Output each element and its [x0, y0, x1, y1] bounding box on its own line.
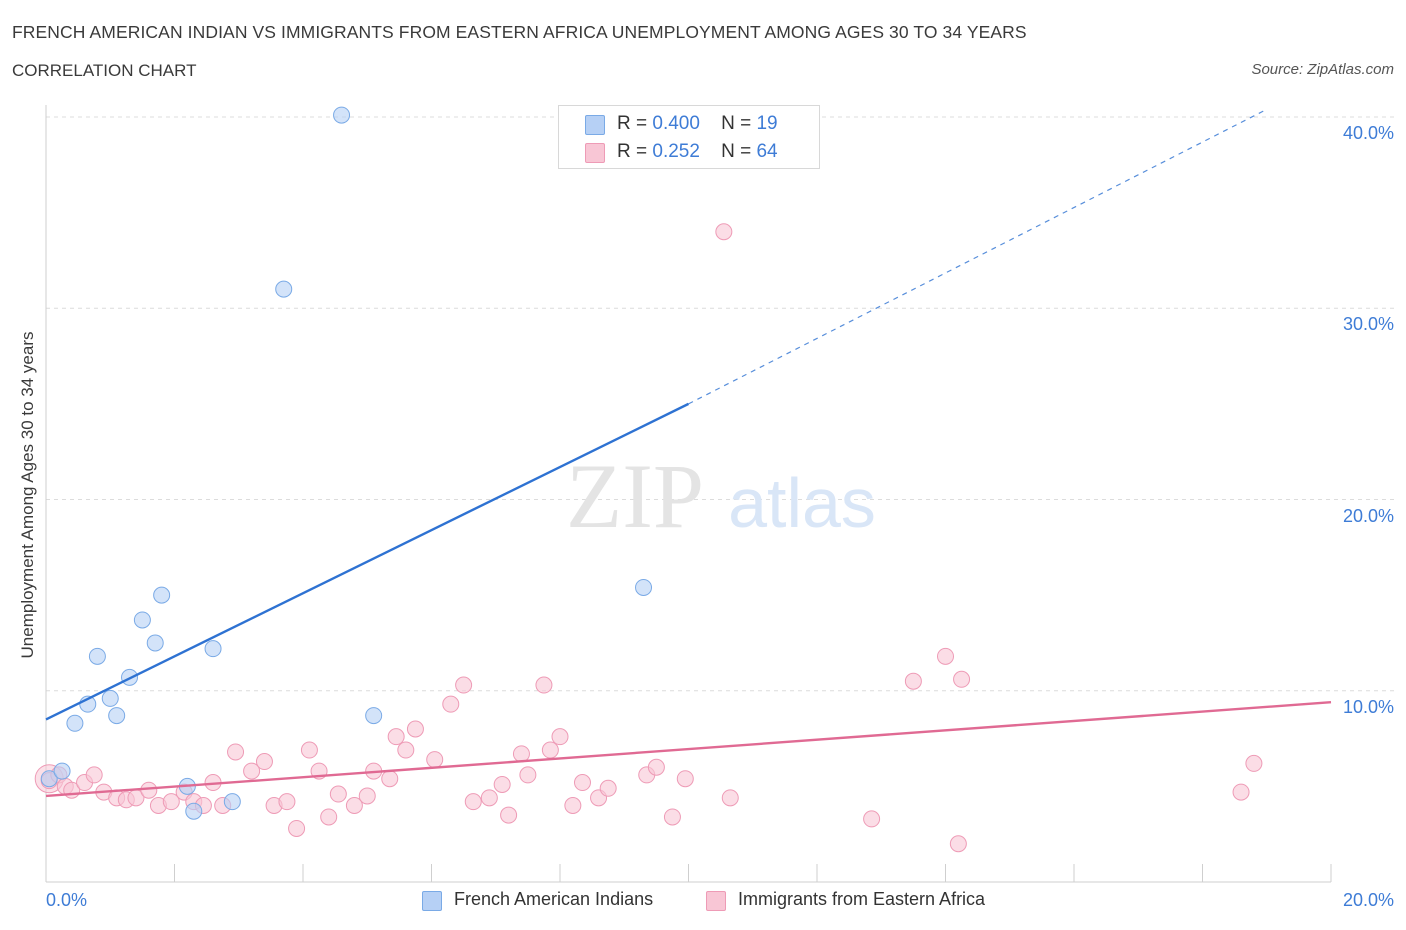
r-label: R =	[617, 113, 648, 134]
legend-swatch-blue	[422, 891, 442, 911]
data-point	[599, 779, 617, 797]
n-label: N =	[721, 141, 752, 162]
data-point	[519, 766, 537, 784]
chart-title: FRENCH AMERICAN INDIAN VS IMMIGRANTS FRO…	[12, 22, 1027, 42]
n-label: N =	[721, 113, 752, 134]
axes	[45, 105, 1332, 883]
data-point	[223, 793, 241, 811]
grid-lines	[46, 116, 1394, 692]
data-point	[278, 793, 296, 811]
data-point	[953, 670, 971, 688]
data-point	[320, 808, 338, 826]
data-point	[365, 707, 383, 725]
data-point	[66, 714, 84, 732]
data-point	[904, 672, 922, 690]
watermark: ZIP atlas	[566, 445, 876, 547]
data-point	[663, 808, 681, 826]
data-point	[863, 810, 881, 828]
data-point	[721, 789, 739, 807]
data-point	[551, 728, 569, 746]
data-point	[153, 586, 171, 604]
data-point	[40, 770, 58, 788]
data-point	[480, 789, 498, 807]
data-point	[455, 676, 473, 694]
trend-line-blue-extension	[688, 108, 1268, 405]
data-point	[573, 774, 591, 792]
source-label: Source: ZipAtlas.com	[1251, 61, 1394, 78]
series-legend: French American Indians Immigrants from …	[0, 889, 1406, 915]
data-point	[329, 785, 347, 803]
data-point	[333, 106, 351, 124]
data-point	[140, 781, 158, 799]
data-point	[647, 758, 665, 776]
data-point	[500, 806, 518, 824]
data-point	[1245, 754, 1263, 772]
data-point	[288, 819, 306, 837]
r-value-pink: 0.252	[652, 141, 700, 162]
data-point	[101, 689, 119, 707]
n-value-blue: 19	[756, 113, 778, 134]
legend-swatch-pink	[585, 143, 605, 163]
data-point	[949, 835, 967, 853]
legend-label-pink: Immigrants from Eastern Africa	[738, 889, 986, 909]
data-point	[387, 728, 405, 746]
data-point	[442, 695, 460, 713]
legend-label-blue: French American Indians	[454, 889, 654, 909]
legend-swatch-pink	[706, 891, 726, 911]
data-point	[345, 797, 363, 814]
data-point	[635, 578, 653, 596]
data-point	[937, 647, 954, 665]
y-tick-label: 10.0%	[1342, 696, 1394, 717]
r-value-blue: 0.400	[652, 113, 700, 134]
data-point	[88, 647, 106, 665]
y-tick-label: 20.0%	[1342, 505, 1394, 526]
data-point	[564, 797, 582, 814]
data-point	[464, 793, 482, 811]
data-point	[535, 676, 553, 694]
data-point	[227, 743, 245, 761]
data-point	[493, 775, 511, 793]
y-tick-label: 40.0%	[1342, 123, 1394, 143]
data-point	[715, 223, 733, 241]
data-point	[162, 793, 180, 811]
correlation-legend: R = 0.400 N = 19 R = 0.252 N = 64	[558, 105, 820, 169]
data-point	[185, 802, 203, 820]
data-point	[512, 745, 530, 763]
chart-subtitle: CORRELATION CHART	[12, 61, 197, 80]
watermark-atlas: atlas	[728, 464, 876, 542]
data-point	[397, 741, 415, 759]
data-point	[676, 770, 694, 788]
trend-line-pink	[45, 701, 1332, 798]
data-point	[255, 753, 273, 771]
data-point	[53, 762, 71, 780]
watermark-zip: ZIP	[566, 445, 704, 547]
data-point	[381, 770, 399, 788]
y-tick-label: 30.0%	[1342, 314, 1394, 335]
trend-lines	[45, 108, 1332, 798]
data-point	[541, 741, 559, 759]
data-point	[243, 762, 261, 780]
data-point	[146, 634, 164, 652]
data-point	[358, 787, 376, 805]
data-point	[406, 720, 424, 738]
data-point	[133, 611, 151, 629]
data-point	[426, 751, 444, 769]
r-label: R =	[617, 141, 648, 162]
legend-swatch-blue	[585, 115, 605, 135]
series-french-american-indians	[40, 106, 653, 820]
data-point	[204, 640, 222, 658]
data-point	[275, 280, 293, 298]
trend-line-blue	[45, 402, 690, 721]
data-point	[85, 766, 103, 784]
data-point	[1232, 783, 1250, 801]
x-tick-min: 0.0%	[46, 890, 88, 910]
x-tick-max: 20.0%	[1342, 890, 1394, 910]
n-value-pink: 64	[756, 141, 778, 162]
data-point	[300, 741, 318, 759]
data-point	[108, 707, 126, 725]
